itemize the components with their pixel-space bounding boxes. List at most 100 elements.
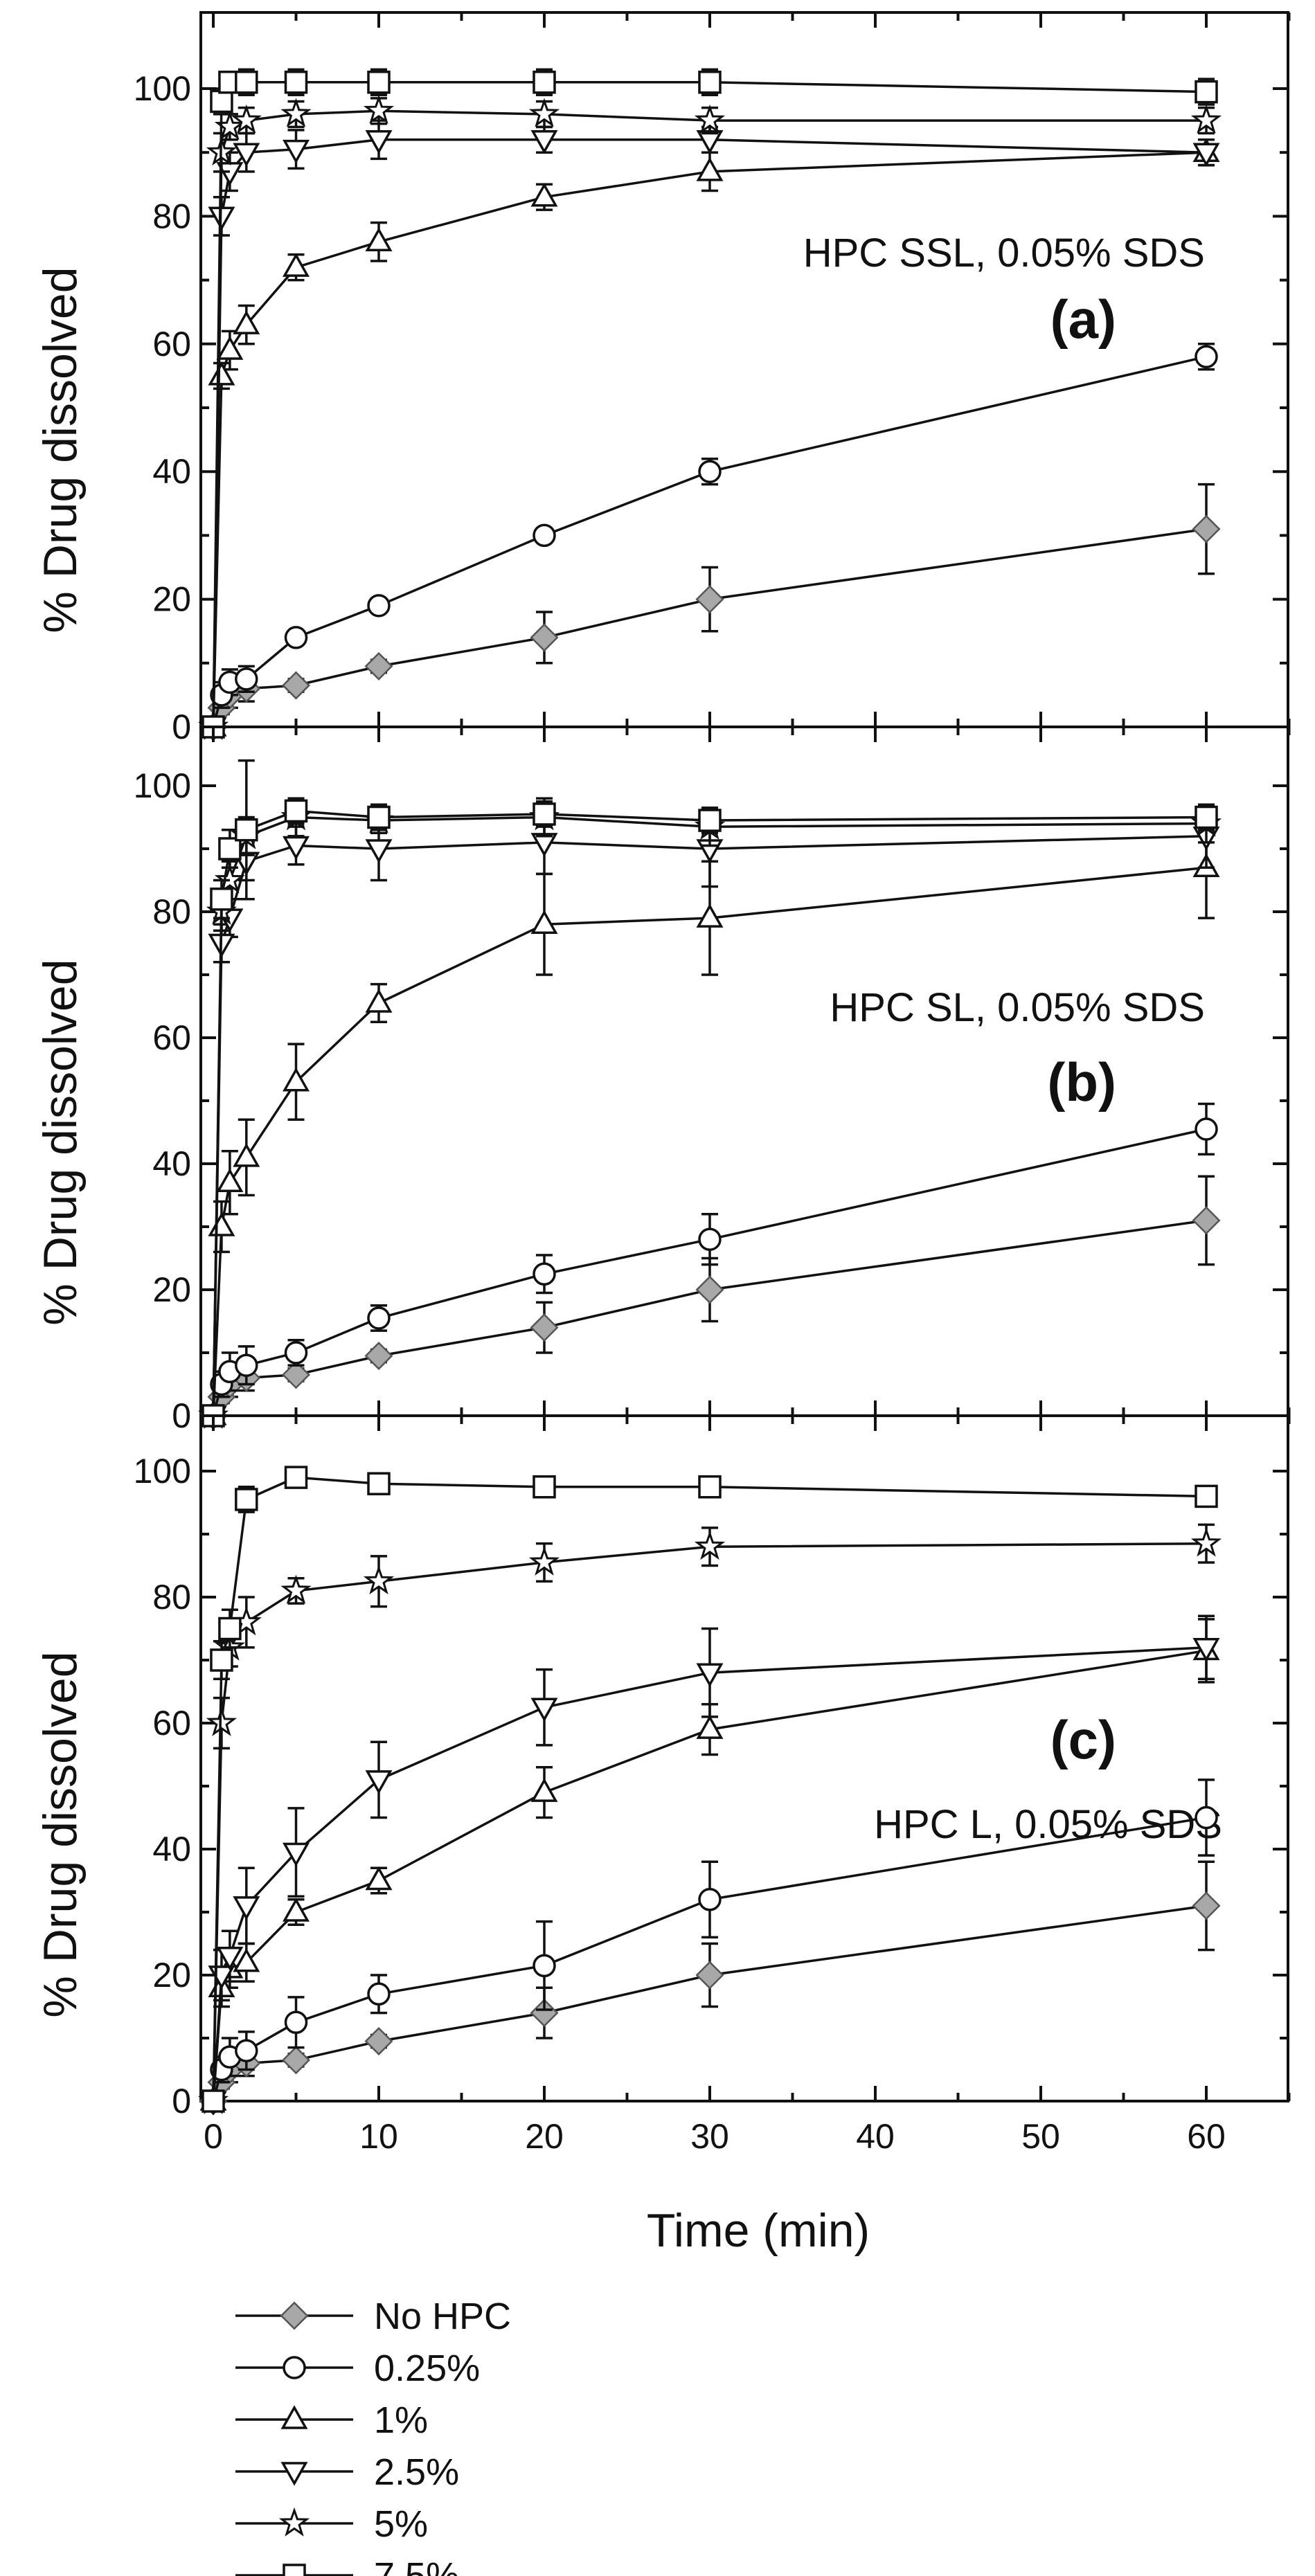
ylabel-b: % Drug dissolved [34,959,87,1325]
series-a-7-5 [202,68,1218,739]
legend-marker-5 [278,2507,310,2537]
point-a-7-5-7 [698,71,722,94]
point-a-5-4 [280,98,312,127]
legend-label-2-5: 2.5% [374,2451,459,2493]
point-c-1-5 [365,1866,393,1891]
point-c-7-5-4 [284,1466,308,1489]
ytick-label-c-20: 20 [152,1956,191,1994]
series-a-5 [197,94,1222,740]
point-a-0-25-7 [698,460,722,483]
point-b-7-5-4 [284,799,308,823]
point-c-0-25-4 [284,2010,308,2034]
ytick-label-a-20: 20 [152,580,191,619]
point-a-7-5-6 [533,71,556,94]
point-c-7-5-7 [698,1475,722,1499]
point-a-1-6 [530,182,558,207]
point-a-no-hpc-4 [281,671,311,700]
point-a-1-1 [208,361,235,386]
ylabel-a: % Drug dissolved [34,267,87,633]
point-b-0-25-6 [533,1262,556,1286]
point-b-7-5-8 [1195,805,1218,829]
point-a-5-6 [528,98,560,127]
legend: No HPC 0.25% 1% 2.5% 5% 7.5% [235,2296,511,2576]
annotation-b: HPC SL, 0.05% SDS [830,985,1205,1030]
point-c-1-3 [233,1947,260,1972]
point-b-0-25-5 [367,1306,391,1330]
legend-label-1: 1% [374,2399,428,2441]
plot-frame-c [199,1414,1289,2102]
panel-label-c: (c) [1050,1709,1116,1770]
legend-item-2-5: 2.5% [235,2451,459,2493]
series-c-2-5 [199,1614,1220,2116]
series-b-1 [199,816,1220,1425]
ytick-label-c-80: 80 [152,1578,191,1616]
point-c-0-25-8 [1195,1805,1218,1830]
point-a-0-25-8 [1195,345,1218,368]
point-a-5-7 [694,104,726,134]
ytick-label-b-20: 20 [152,1270,191,1309]
point-c-1-4 [283,1898,310,1922]
point-b-0-25-4 [284,1341,308,1364]
point-c-1-6 [530,1778,558,1802]
point-b-7-5-2 [218,837,242,861]
legend-item-7-5: 7.5% [235,2555,459,2576]
point-c-no-hpc-7 [695,1961,724,1990]
legend-label-5: 5% [374,2503,428,2545]
point-a-no-hpc-5 [364,651,393,681]
point-c-7-5-6 [533,1475,556,1499]
legend-marker-2-5 [280,2462,308,2486]
xtick-label-40: 40 [856,2117,895,2156]
point-a-1-5 [365,227,393,252]
point-a-1-7 [696,157,724,181]
point-b-0-25-3 [235,1353,258,1377]
panel-label-a: (a) [1050,289,1116,350]
ytick-label-c-0: 0 [172,2082,191,2120]
point-a-5-5 [363,94,395,125]
point-c-2-5-8 [1192,1638,1220,1662]
point-a-2-5-3 [233,143,260,168]
point-c-5-6 [528,1546,560,1576]
point-c-no-hpc-8 [1192,1891,1221,1920]
point-a-0-25-4 [284,626,308,649]
xtick-label-10: 10 [359,2117,398,2156]
point-a-no-hpc-6 [530,623,559,652]
point-c-7-5-1 [210,1648,233,1672]
ytick-label-c-60: 60 [152,1704,191,1742]
point-c-0-25-3 [235,2039,258,2062]
point-c-5-8 [1190,1527,1222,1557]
point-c-0-25-7 [698,1888,722,1911]
point-b-no-hpc-5 [364,1342,393,1371]
legend-marker-1 [280,2405,308,2429]
ytick-label-a-40: 40 [152,452,191,491]
point-a-5-3 [231,104,262,134]
ytick-label-b-100: 100 [134,766,191,805]
panel-b: % Drug dissolved HPC SL, 0.05% SDS (b) 0… [34,726,1291,1435]
point-c-no-hpc-5 [364,2027,393,2056]
legend-marker-no-hpc [280,2301,309,2330]
point-b-7-5-6 [533,802,556,826]
point-c-1-7 [696,1715,724,1739]
annotation-a: HPC SSL, 0.05% SDS [803,231,1205,276]
point-b-2-5-5 [365,839,393,863]
ytick-label-c-100: 100 [134,1452,191,1490]
ytick-label-a-0: 0 [172,708,191,746]
series-b-7-5 [202,759,1218,1427]
point-b-1-3 [233,1143,260,1167]
legend-marker-7-5 [283,2564,306,2576]
point-b-7-5-3 [235,818,258,842]
point-a-2-5-5 [365,130,393,154]
point-c-2-5-4 [283,1842,310,1867]
series-a-0-25 [202,343,1218,739]
point-c-5-7 [694,1530,726,1560]
xtick-label-50: 50 [1021,2117,1060,2156]
series-c-0-25 [202,1778,1218,2113]
point-c-7-5-8 [1195,1484,1218,1508]
point-a-1-3 [233,310,260,334]
legend-marker-0-25 [283,2356,306,2379]
panel-c: % Drug dissolved HPC L, 0.05% SDS (c) Ti… [34,1414,1291,2257]
point-a-0-25-6 [533,523,556,548]
xtick-label-0: 0 [204,2117,223,2156]
point-a-2-5-6 [530,130,558,154]
legend-item-5: 5% [235,2503,428,2545]
